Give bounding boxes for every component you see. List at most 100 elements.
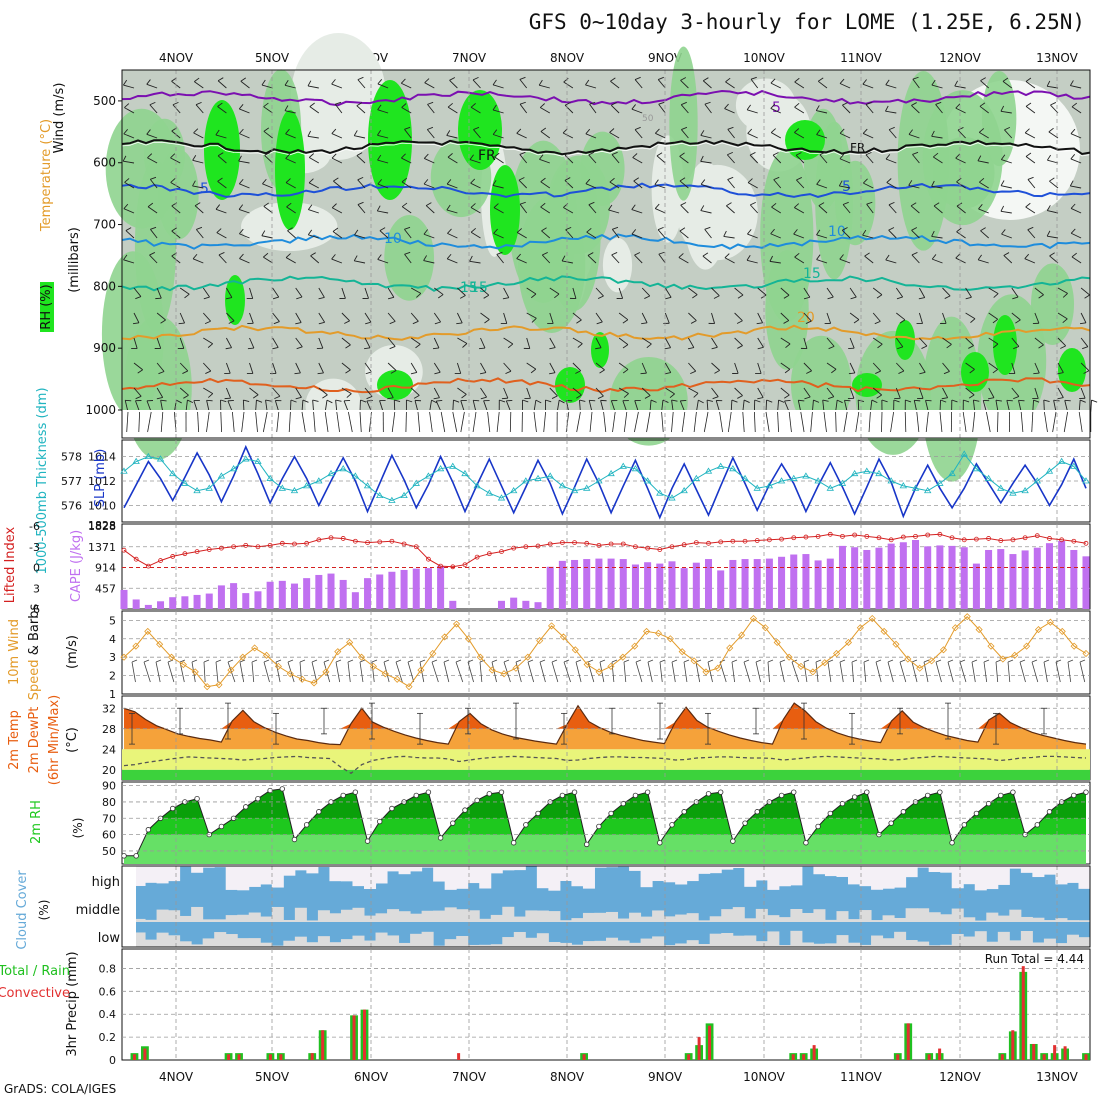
- high-cloud-cell: [536, 866, 549, 889]
- middle-cloud-cell: [767, 915, 780, 922]
- wind-barb-flag: [977, 254, 982, 261]
- thickness-point: [254, 457, 262, 464]
- wind10m-point: [678, 648, 686, 656]
- lifted-index-point: [900, 534, 906, 540]
- thickness-point: [278, 484, 287, 491]
- wind10m-point: [714, 664, 722, 672]
- wind-barb-flag: [182, 370, 189, 374]
- wind-barb: [895, 362, 905, 372]
- wind-barb: [935, 104, 943, 114]
- precip-panel-frame: [121, 948, 1091, 1061]
- wind-barb-flag: [783, 320, 790, 324]
- wind-barb-flag: [795, 152, 802, 156]
- wind-barb: [179, 337, 185, 349]
- precip-convective-bar: [457, 1053, 461, 1060]
- isotherm-line: [121, 182, 1091, 198]
- wind-barb-flag: [239, 253, 244, 259]
- dewpoint-axis-label: 2m DewPt: [27, 707, 42, 774]
- wind-barb: [890, 411, 894, 433]
- wind-barb-flag: [215, 129, 220, 136]
- lifted-index-point: [620, 541, 626, 547]
- lifted-index-point: [718, 539, 724, 545]
- wind-barb: [1070, 232, 1082, 239]
- rh2m-point: [742, 820, 748, 826]
- lifted-index-point: [462, 562, 468, 568]
- wind-barb: [377, 83, 389, 89]
- lifted-index-axis-label: Lifted Index: [3, 526, 18, 603]
- wind-barb: [563, 81, 574, 89]
- high-cloud-cell: [387, 866, 400, 872]
- wind-barb-flag: [478, 347, 486, 350]
- wind-barb: [526, 312, 537, 319]
- wind-barb: [719, 411, 723, 433]
- low-cloud-cell: [340, 939, 353, 947]
- high-cloud-cell: [375, 866, 388, 884]
- wind-barb-flag: [803, 296, 810, 300]
- wind-barb: [634, 129, 643, 139]
- wind-barb: [203, 387, 214, 394]
- middle-cloud-cell: [582, 912, 595, 922]
- lifted-index-point: [170, 554, 176, 559]
- thickness-point: [351, 472, 360, 479]
- wind-barb: [711, 337, 718, 348]
- middle-cloud-cell: [1055, 918, 1068, 922]
- wind-barb: [771, 206, 782, 214]
- wind-barb: [516, 258, 527, 264]
- wind-barb: [1034, 312, 1040, 324]
- wind-barb: [823, 411, 827, 433]
- wind-barb: [354, 135, 366, 139]
- wind10m-barb: [935, 661, 942, 683]
- temperature-legend-label: Temperature (°C): [39, 119, 54, 232]
- wind-barb: [147, 206, 158, 214]
- wind10m-barb-flag: [407, 659, 414, 663]
- low-cloud-cell: [364, 940, 377, 947]
- rh2m-point: [730, 838, 736, 844]
- high-cloud-cell: [191, 866, 204, 873]
- wind-barb: [865, 154, 874, 164]
- precip-convective-bar: [791, 1054, 795, 1060]
- wind10m-barb: [755, 661, 761, 683]
- cape-bar: [644, 562, 652, 609]
- middle-cloud-cell: [433, 910, 446, 922]
- cape-panel-frame: [121, 523, 1091, 610]
- high-cloud-cell: [1078, 866, 1091, 889]
- wind-barb-flag: [353, 130, 358, 136]
- rh2m-point: [425, 789, 432, 795]
- wind-barb: [149, 104, 158, 114]
- wind-barb: [918, 312, 923, 324]
- wind-barb: [377, 159, 389, 164]
- middle-cloud-cell: [675, 914, 688, 922]
- wind-barb-flag: [576, 394, 582, 399]
- low-cloud-cell: [790, 930, 803, 947]
- wind-barb-flag: [844, 399, 851, 402]
- middle-cloud-cell: [1020, 916, 1033, 922]
- dewpoint-band: [122, 749, 1090, 770]
- wind-barb: [818, 205, 828, 214]
- cloud-blank: [122, 866, 136, 947]
- wind-barb-flag: [1049, 252, 1055, 257]
- wind-barb: [125, 230, 135, 239]
- middle-cloud-cell: [248, 912, 261, 922]
- wind-barb-flag: [331, 254, 336, 260]
- wind10m-barb-flag: [167, 659, 174, 663]
- wind-barb: [239, 258, 250, 264]
- wind-barb: [307, 85, 319, 89]
- low-cloud-cell: [490, 944, 503, 947]
- wind-barb: [911, 105, 920, 114]
- wind-barb: [1001, 159, 1012, 164]
- wind-barb-flag: [1025, 102, 1032, 107]
- middle-cloud-cell: [294, 907, 307, 922]
- precip-convective-bar: [1032, 1043, 1036, 1060]
- rh2m-point: [705, 791, 712, 797]
- wind-barb: [1057, 362, 1064, 373]
- wind-barb-flag: [1046, 80, 1051, 87]
- wind-barb: [239, 133, 250, 139]
- wind10m-barb-flag: [323, 659, 330, 663]
- wind-barb: [910, 205, 920, 214]
- wind-barb-flag: [554, 293, 560, 299]
- high-cloud-cell: [882, 866, 895, 889]
- wind-barb-flag: [842, 227, 848, 231]
- high-cloud-cell: [306, 866, 319, 874]
- wind-barb-flag: [317, 372, 324, 375]
- wind-barb-flag: [401, 177, 408, 183]
